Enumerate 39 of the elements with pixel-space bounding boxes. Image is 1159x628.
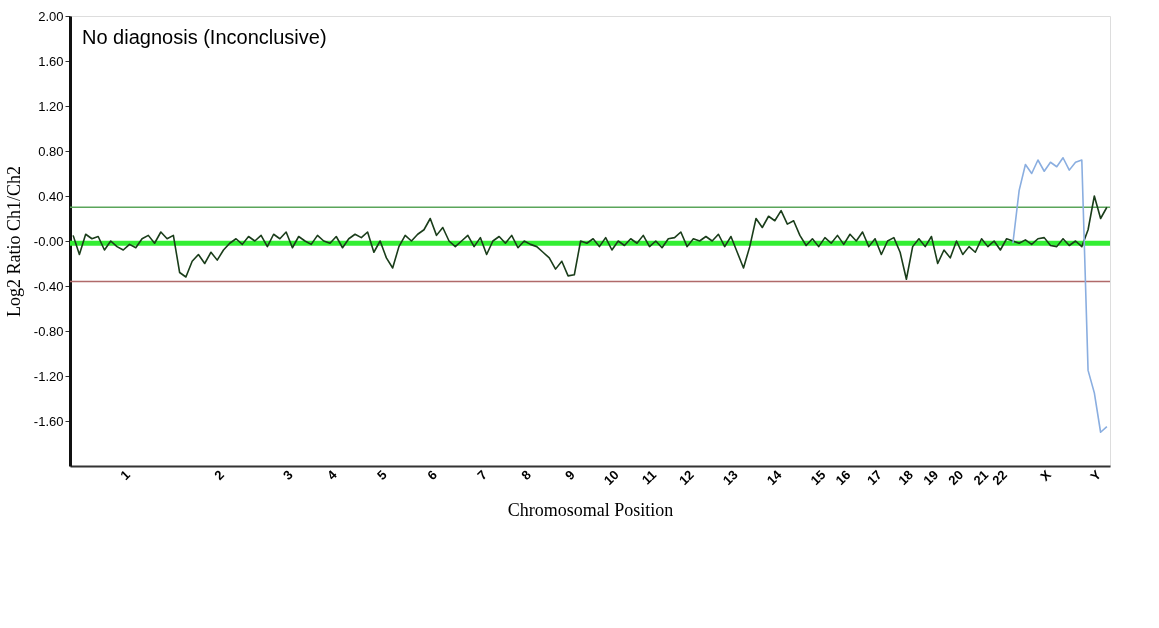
x-tick-label: 3 <box>280 467 296 483</box>
y-tick-label: 1.60 <box>38 53 64 69</box>
x-axis-title: Chromosomal Position <box>507 499 674 520</box>
y-tick-label: 0.80 <box>38 143 64 159</box>
x-tick-label: 22 <box>989 467 1011 488</box>
x-tick-label: 7 <box>474 467 491 483</box>
x-tick-label: 10 <box>600 467 622 488</box>
annotation: No diagnosis (Inconclusive) <box>82 26 327 48</box>
x-tick-label: 12 <box>675 467 697 488</box>
x-tick-label: 2 <box>211 467 227 483</box>
line-series <box>1012 156 1108 434</box>
x-tick-label: 16 <box>832 467 854 488</box>
x-tick-label: 18 <box>895 467 917 488</box>
y-tick-label: -1.60 <box>33 413 64 429</box>
y-tick-label: -0.40 <box>33 278 64 294</box>
x-tick-label: 20 <box>945 467 967 488</box>
x-tick-label: 8 <box>518 467 534 483</box>
y-tick-label: -0.00 <box>33 233 64 249</box>
x-tick-label: 21 <box>970 467 992 488</box>
x-tick-label: 19 <box>920 467 942 488</box>
x-tick-label: 14 <box>763 466 786 488</box>
y-tick-label: 0.40 <box>38 188 64 204</box>
x-tick-label: 9 <box>562 467 578 483</box>
x-tick-label: Y <box>1087 466 1105 484</box>
x-tick-label: 13 <box>719 467 741 488</box>
x-tick-label: 11 <box>638 467 660 488</box>
x-tick-label: 4 <box>323 466 341 483</box>
x-tick-label: 17 <box>863 467 885 488</box>
y-tick-label: 2.00 <box>38 8 64 24</box>
y-tick-label: 1.20 <box>38 98 64 114</box>
y-tick-label: -1.20 <box>33 368 64 384</box>
y-axis-title: Log2 Ratio Ch1/Ch2 <box>3 165 24 318</box>
x-tick-label: 6 <box>424 467 440 483</box>
x-tick-label: X <box>1037 466 1055 484</box>
x-tick-label: 1 <box>117 467 133 483</box>
line-series <box>72 195 1108 281</box>
x-tick-label: 5 <box>374 467 390 483</box>
x-tick-label: 15 <box>807 467 829 488</box>
y-tick-label: -0.80 <box>33 323 64 339</box>
